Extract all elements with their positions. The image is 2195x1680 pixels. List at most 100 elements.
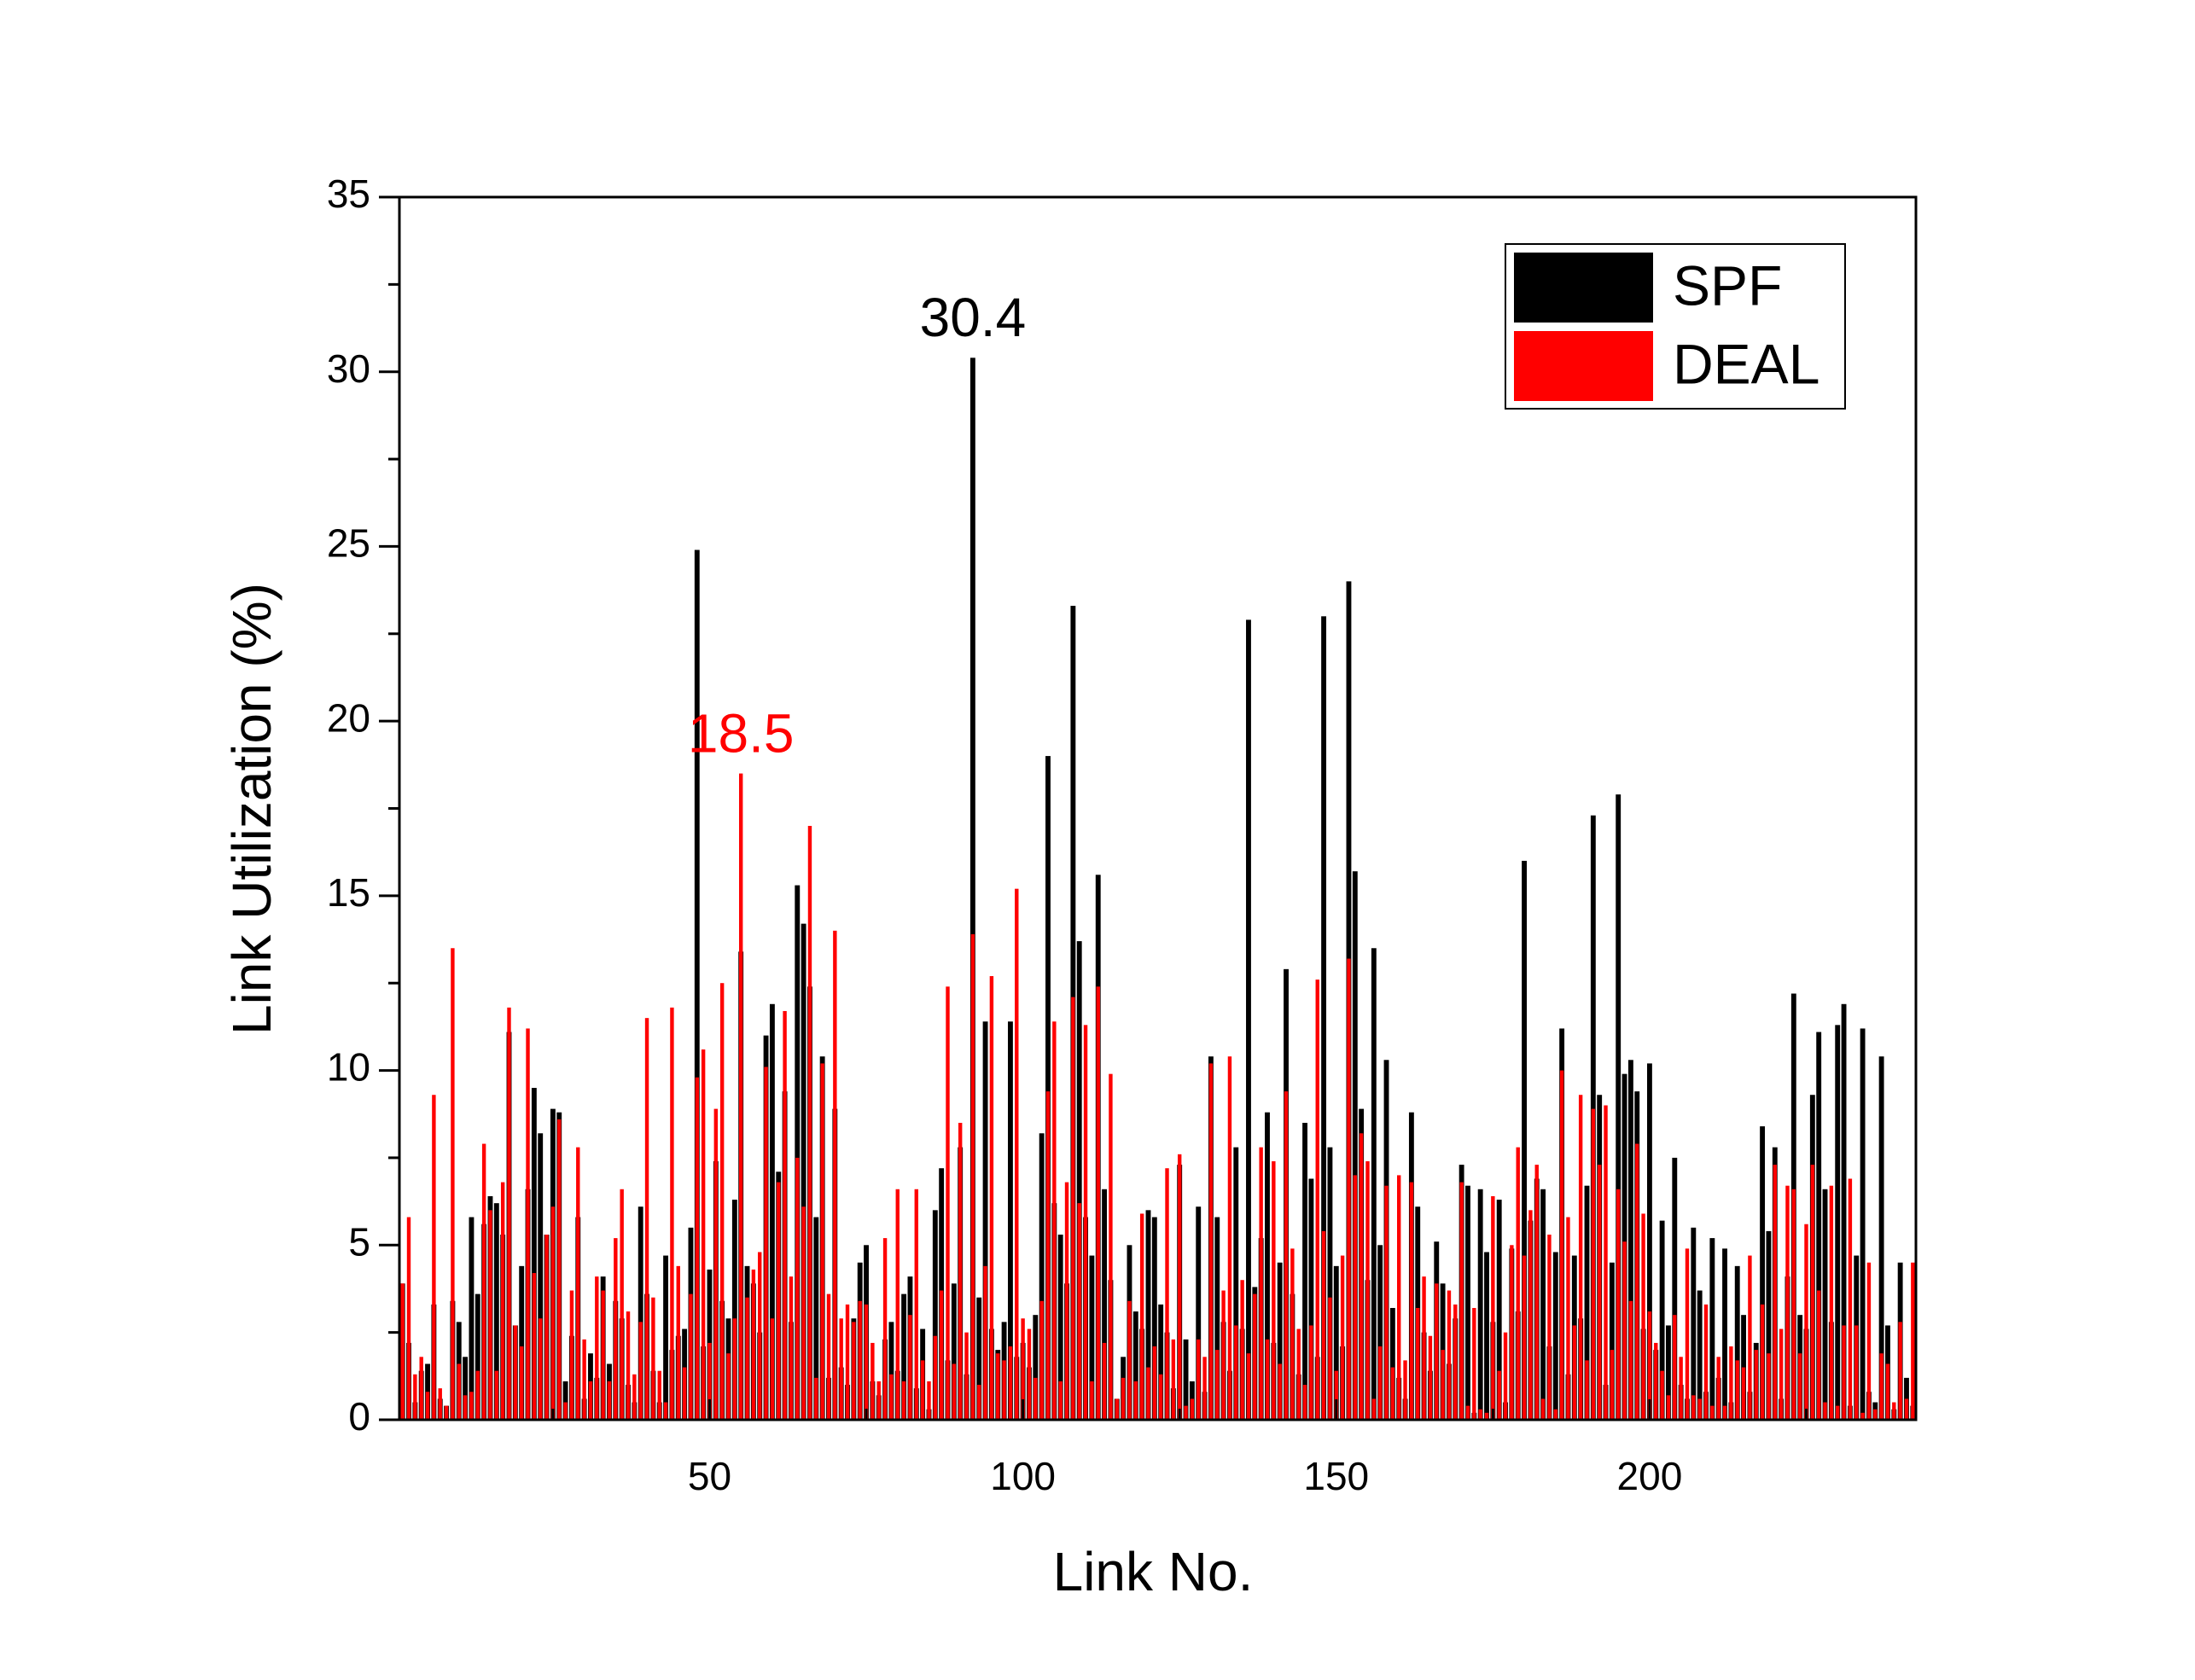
bar <box>1102 1342 1107 1420</box>
annotation: 18.5 <box>688 702 795 764</box>
bar <box>1591 1108 1596 1420</box>
bar <box>1497 1370 1501 1420</box>
bar <box>1716 1357 1720 1420</box>
bar <box>1522 860 1528 1420</box>
bar <box>1334 1370 1338 1420</box>
bar <box>901 1381 906 1420</box>
bar <box>814 1377 818 1420</box>
bar <box>1898 1322 1902 1420</box>
bar <box>500 1182 505 1420</box>
bar <box>1791 1189 1796 1420</box>
bar <box>1666 1325 1671 1420</box>
bar <box>576 1147 580 1420</box>
bar <box>707 1342 712 1420</box>
bar <box>845 1304 850 1420</box>
bar <box>1654 1342 1658 1420</box>
bar <box>1102 1189 1108 1420</box>
bar <box>876 1381 881 1420</box>
bar <box>751 1269 756 1420</box>
bar <box>1559 1070 1564 1420</box>
y-tick-label: 30 <box>327 346 370 391</box>
bar <box>601 1290 605 1420</box>
bar <box>1816 1290 1821 1420</box>
bar <box>1540 1189 1546 1420</box>
bar <box>1734 1265 1740 1420</box>
bar <box>531 1088 537 1420</box>
bar <box>1465 1185 1470 1420</box>
bar <box>1152 1346 1157 1420</box>
bar <box>1039 1133 1045 1420</box>
bar <box>1835 1025 1841 1420</box>
bar <box>1165 1168 1169 1420</box>
bar <box>1659 1220 1665 1420</box>
bar <box>1552 1252 1558 1420</box>
bar <box>1465 1405 1470 1420</box>
bar <box>539 1318 543 1420</box>
bar <box>969 358 975 1420</box>
bar <box>1171 1339 1176 1420</box>
bar <box>651 1297 655 1420</box>
bar <box>769 1003 775 1420</box>
bar <box>519 1346 524 1420</box>
bar <box>1076 941 1082 1420</box>
bar <box>432 1095 436 1420</box>
bar <box>1842 1325 1846 1420</box>
bar <box>562 1381 568 1420</box>
x-axis-label: Link No. <box>1053 1541 1254 1602</box>
bar <box>1566 1217 1570 1420</box>
bar <box>813 1217 819 1420</box>
bar <box>638 1206 643 1420</box>
bar <box>946 986 950 1420</box>
bar <box>852 1322 856 1420</box>
bar <box>1371 1398 1377 1420</box>
bar <box>1071 997 1075 1420</box>
bar <box>1296 1328 1301 1420</box>
bar <box>1679 1357 1683 1420</box>
bar <box>701 1049 706 1420</box>
bar <box>1616 1189 1621 1420</box>
bar <box>1227 1056 1232 1420</box>
bar <box>889 1374 894 1420</box>
bar <box>1221 1290 1226 1420</box>
bar <box>1779 1328 1784 1420</box>
bar <box>1484 1252 1489 1420</box>
bar <box>1309 1325 1313 1420</box>
bar <box>1860 1028 1866 1420</box>
bar <box>1735 1360 1739 1420</box>
bar <box>1628 1300 1633 1420</box>
bar <box>1691 1227 1697 1420</box>
bar <box>1646 1063 1652 1420</box>
bar <box>770 1318 775 1420</box>
bar <box>1265 1339 1270 1420</box>
bar <box>1729 1346 1733 1420</box>
bar <box>858 1300 862 1420</box>
y-tick-label: 15 <box>327 870 370 915</box>
bar <box>1184 1405 1188 1420</box>
bar <box>1121 1377 1126 1420</box>
bar <box>1340 1255 1345 1420</box>
bar <box>1083 1025 1088 1420</box>
bar <box>983 1265 987 1420</box>
bar <box>632 1374 637 1420</box>
bar <box>1371 948 1377 1420</box>
bar <box>964 1332 969 1420</box>
bar <box>1146 1367 1150 1420</box>
bar <box>1027 1328 1032 1420</box>
bar <box>1089 1255 1095 1420</box>
bar <box>1064 1182 1069 1420</box>
bar <box>1703 1304 1709 1420</box>
bar <box>1416 1307 1420 1420</box>
bar <box>1810 1165 1815 1420</box>
bar <box>663 1402 668 1420</box>
bar <box>1327 1147 1333 1420</box>
bar <box>1709 1238 1715 1420</box>
bar <box>1627 1060 1633 1420</box>
bar <box>1785 1185 1790 1420</box>
y-tick-label: 0 <box>348 1394 370 1439</box>
bar <box>1132 1311 1138 1420</box>
bar <box>939 1290 944 1420</box>
bar <box>607 1381 612 1420</box>
bar <box>1352 871 1358 1420</box>
bar <box>1710 1405 1715 1420</box>
